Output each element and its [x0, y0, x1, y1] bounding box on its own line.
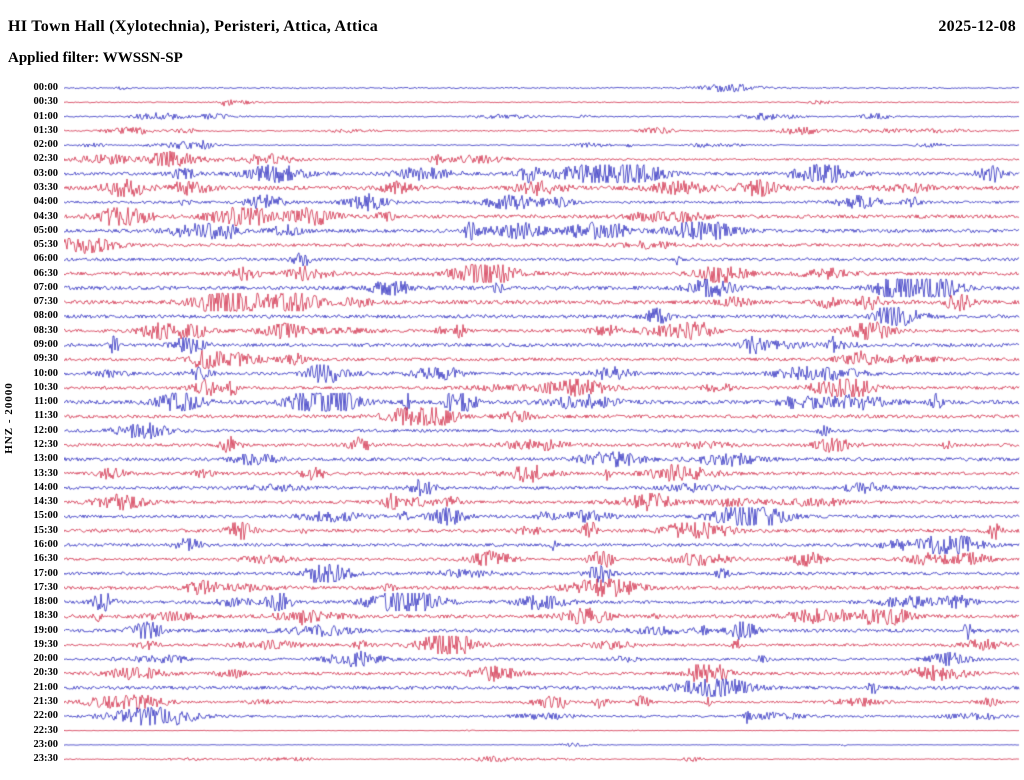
- time-label: 17:30: [33, 581, 59, 593]
- time-label: 13:00: [33, 453, 59, 465]
- time-label: 20:00: [33, 653, 59, 665]
- seismogram-traces-canvas: [64, 76, 1020, 772]
- time-label: 21:00: [33, 681, 59, 693]
- time-axis: 00:00 00:30 01:00 01:30 02:00 02:30 03:00 03:30…: [0, 0, 60, 780]
- time-label: 12:30: [33, 439, 59, 450]
- time-label: 00:00: [33, 82, 59, 93]
- time-label: 07:00: [33, 281, 59, 293]
- time-label: 05:30: [33, 239, 59, 251]
- time-label: 11:00: [34, 396, 58, 408]
- time-label: 03:00: [33, 167, 59, 179]
- time-label: 19:00: [33, 624, 59, 636]
- time-label: 01:30: [33, 124, 59, 136]
- time-label: 07:30: [33, 296, 59, 308]
- time-label: 12:00: [33, 424, 59, 436]
- time-label: 16:00: [33, 538, 59, 550]
- time-label: 09:30: [33, 353, 59, 365]
- time-label: 14:00: [33, 481, 59, 493]
- time-label: 17:00: [33, 567, 59, 579]
- time-label: 11:30: [34, 410, 58, 422]
- time-label: 20:30: [33, 667, 59, 679]
- time-label: 15:30: [33, 524, 59, 536]
- time-label: 02:30: [33, 153, 59, 165]
- time-label: 16:30: [33, 553, 59, 565]
- time-label: 06:30: [33, 267, 59, 279]
- time-label: 03:30: [33, 181, 59, 193]
- time-label: 21:30: [33, 696, 59, 708]
- time-label: 18:00: [33, 596, 59, 608]
- time-label: 05:00: [33, 224, 59, 236]
- time-label: 08:00: [33, 310, 59, 322]
- time-label: 08:30: [33, 324, 59, 336]
- time-label: 22:00: [33, 710, 59, 722]
- header: HI Town Hall (Xylotechnia), Peristeri, A…: [8, 18, 1016, 36]
- time-label: 00:30: [33, 96, 59, 108]
- time-label: 23:30: [33, 753, 59, 765]
- time-label: 15:00: [33, 510, 59, 522]
- time-label: 14:30: [33, 496, 59, 508]
- time-label: 09:00: [33, 339, 59, 351]
- time-label: 10:00: [33, 367, 59, 379]
- time-label: 18:30: [33, 610, 59, 622]
- time-label: 23:00: [33, 738, 59, 750]
- time-label: 10:30: [33, 381, 59, 393]
- time-label: 06:00: [33, 253, 59, 265]
- time-label: 19:30: [33, 638, 59, 650]
- time-label: 04:00: [33, 196, 59, 208]
- station-title: HI Town Hall (Xylotechnia), Peristeri, A…: [8, 18, 379, 35]
- time-label: 01:00: [33, 110, 59, 122]
- time-label: 02:00: [33, 139, 59, 151]
- date-label: 2025-12-08: [938, 18, 1016, 35]
- time-label: 04:30: [33, 210, 59, 222]
- filter-label: Applied filter: WWSSN-SP: [8, 50, 183, 66]
- time-label: 22:30: [33, 724, 59, 736]
- time-label: 13:30: [33, 467, 59, 479]
